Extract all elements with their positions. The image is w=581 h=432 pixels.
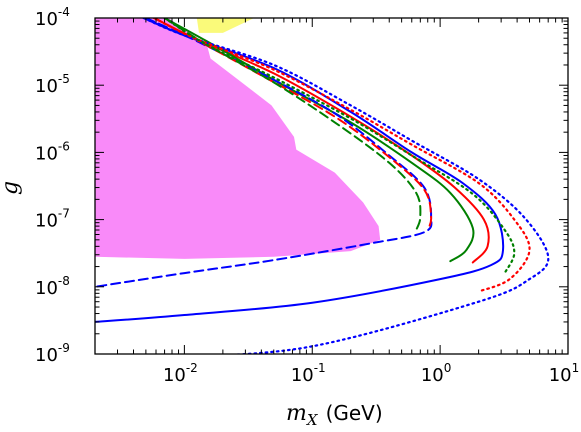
region-1 bbox=[196, 18, 254, 33]
y-tick-label: 10-5 bbox=[35, 72, 70, 97]
series-lines bbox=[95, 18, 550, 354]
x-tick-label: 100 bbox=[421, 361, 452, 386]
y-tick-label: 10-9 bbox=[35, 341, 70, 366]
plot-frame bbox=[94, 17, 569, 355]
y-tick-label: 10-6 bbox=[35, 139, 70, 164]
excluded-regions bbox=[95, 18, 381, 259]
y-tick-labels: 10-4 10-5 10-6 10-7 10-8 10-9 bbox=[35, 5, 70, 366]
series-line-dashed-5 bbox=[163, 18, 422, 231]
region-0 bbox=[95, 18, 381, 259]
axis-ticks bbox=[94, 17, 569, 355]
y-tick-label: 10-4 bbox=[35, 5, 70, 30]
y-tick-label: 10-8 bbox=[35, 274, 70, 299]
y-tick-label: 10-7 bbox=[35, 207, 70, 232]
x-tick-label: 10-2 bbox=[163, 361, 198, 386]
series-line-dotted-6 bbox=[142, 18, 550, 354]
x-tick-labels: 10-2 10-1 100 101 bbox=[163, 361, 579, 386]
x-tick-label: 101 bbox=[549, 361, 580, 386]
series-line-dotted-7 bbox=[153, 18, 531, 293]
x-axis-label: mX (GeV) bbox=[286, 401, 383, 429]
series-line-dotted-8 bbox=[163, 18, 516, 275]
series-line-solid-2 bbox=[163, 18, 475, 263]
y-axis-label: g bbox=[0, 181, 23, 195]
x-tick-label: 10-1 bbox=[291, 361, 326, 386]
